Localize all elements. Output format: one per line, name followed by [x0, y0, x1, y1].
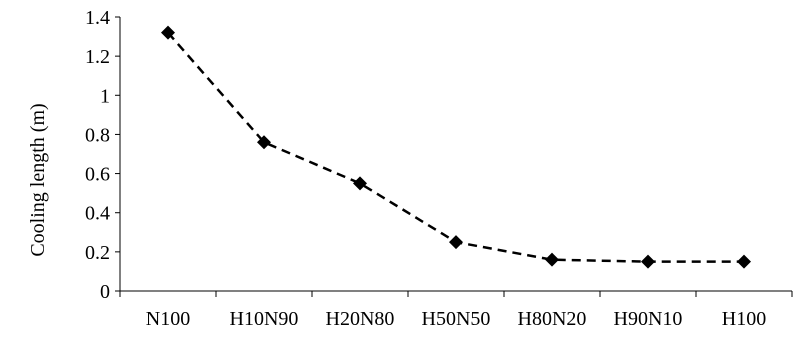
y-axis: 0 0.2 0.4 0.6 0.8 1 1.2 1.4 [85, 7, 121, 303]
x-axis: N100 H10N90 H20N80 H50N50 H80N20 H90N10 H100 [119, 290, 793, 330]
y-tick-label: 1.4 [85, 7, 110, 29]
data-point [641, 254, 655, 269]
y-tick-label: 1.2 [85, 46, 110, 68]
x-tick-label: N100 [146, 308, 190, 330]
data-point [545, 252, 559, 267]
x-tick-label: H20N80 [326, 308, 395, 330]
y-tick-label: 0.6 [85, 164, 110, 186]
data-point [449, 235, 463, 250]
series-group [161, 25, 751, 269]
x-tick-label: H100 [722, 308, 766, 330]
y-tick-label: 0.2 [85, 242, 110, 264]
data-point [353, 176, 367, 191]
data-point [161, 25, 175, 40]
x-tick-label: H50N50 [422, 308, 491, 330]
series-line [167, 31, 744, 263]
data-point [737, 254, 751, 269]
y-axis-label: Cooling length (m) [27, 103, 49, 256]
x-tick-label: H90N10 [614, 308, 683, 330]
x-tick-label: H10N90 [230, 308, 299, 330]
y-tick-label: 0.8 [85, 124, 110, 146]
x-tick-label: H80N20 [518, 308, 587, 330]
data-point [257, 135, 271, 150]
y-tick-label: 1 [100, 85, 110, 107]
y-tick-label: 0 [100, 281, 110, 303]
y-tick-label: 0.4 [85, 203, 110, 225]
